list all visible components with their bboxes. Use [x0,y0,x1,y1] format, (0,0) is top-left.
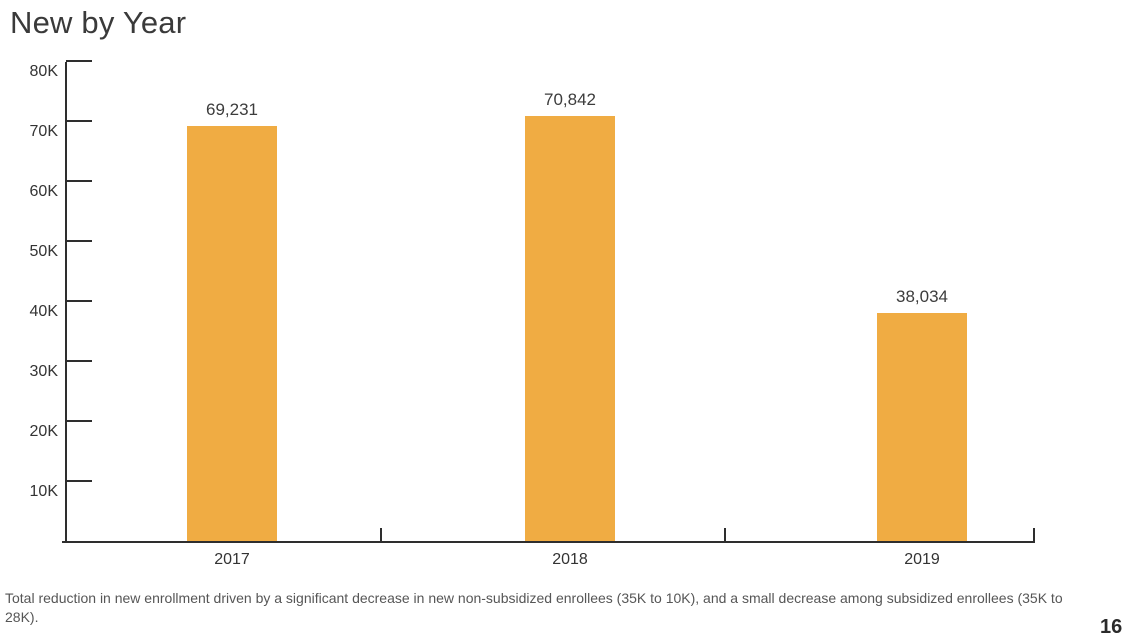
bar-2019 [877,313,967,541]
y-tick-label: 20K [29,423,58,440]
x-tick [1033,528,1035,541]
bar-2017 [187,126,277,541]
footnote: Total reduction in new enrollment driven… [5,590,1063,625]
y-tick [66,120,92,122]
bar-value-label: 70,842 [544,90,596,109]
x-category-label: 2019 [904,551,940,568]
y-tick-label: 30K [29,363,58,380]
y-tick-label: 70K [29,123,58,140]
page-number: 16 [1100,616,1123,635]
x-tick [724,528,726,541]
y-tick-label: 80K [29,63,58,80]
x-category-label: 2017 [214,551,250,568]
bar-value-label: 38,034 [896,287,948,306]
x-axis-line [62,541,1035,543]
y-tick-label: 10K [29,483,58,500]
y-tick-label: 50K [29,243,58,260]
bar-value-label: 69,231 [206,100,258,119]
y-axis-line [65,62,67,543]
y-tick-label: 60K [29,183,58,200]
y-tick [66,360,92,362]
bar-2018 [525,116,615,541]
y-tick [66,180,92,182]
y-tick [66,60,92,62]
y-tick [66,300,92,302]
chart-title: New by Year [10,5,187,40]
x-tick [380,528,382,541]
x-category-label: 2018 [552,551,588,568]
y-tick-label: 40K [29,303,58,320]
y-tick [66,420,92,422]
y-tick [66,480,92,482]
y-tick [66,240,92,242]
